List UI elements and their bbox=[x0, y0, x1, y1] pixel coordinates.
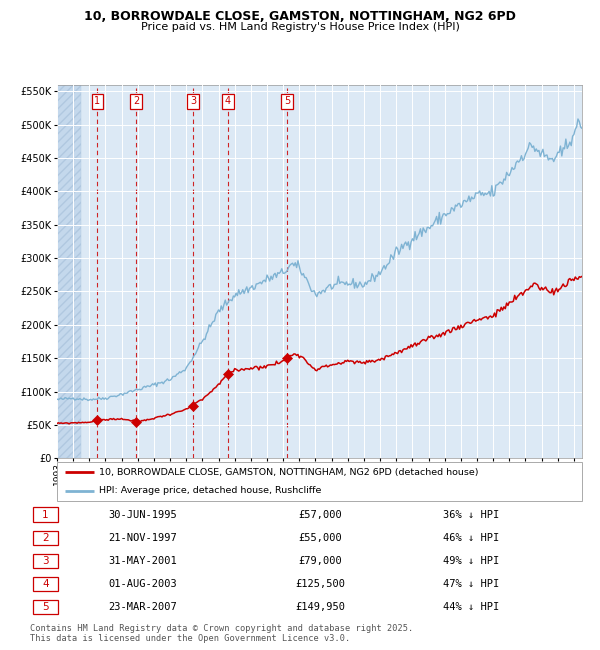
Text: 3: 3 bbox=[190, 96, 196, 107]
FancyBboxPatch shape bbox=[33, 530, 58, 545]
Text: 5: 5 bbox=[42, 603, 49, 612]
Text: 2: 2 bbox=[133, 96, 139, 107]
Text: 4: 4 bbox=[42, 579, 49, 589]
Text: 21-NOV-1997: 21-NOV-1997 bbox=[108, 533, 177, 543]
Text: Contains HM Land Registry data © Crown copyright and database right 2025.
This d: Contains HM Land Registry data © Crown c… bbox=[30, 624, 413, 644]
Text: 1: 1 bbox=[94, 96, 100, 107]
Text: 47% ↓ HPI: 47% ↓ HPI bbox=[443, 579, 499, 589]
Text: £57,000: £57,000 bbox=[298, 510, 342, 519]
Text: Price paid vs. HM Land Registry's House Price Index (HPI): Price paid vs. HM Land Registry's House … bbox=[140, 22, 460, 32]
FancyBboxPatch shape bbox=[33, 600, 58, 614]
Text: 31-MAY-2001: 31-MAY-2001 bbox=[108, 556, 177, 566]
FancyBboxPatch shape bbox=[57, 462, 582, 501]
Text: £55,000: £55,000 bbox=[298, 533, 342, 543]
FancyBboxPatch shape bbox=[33, 577, 58, 592]
Text: 30-JUN-1995: 30-JUN-1995 bbox=[108, 510, 177, 519]
Text: 4: 4 bbox=[225, 96, 231, 107]
Text: 49% ↓ HPI: 49% ↓ HPI bbox=[443, 556, 499, 566]
Text: 2: 2 bbox=[42, 533, 49, 543]
FancyBboxPatch shape bbox=[33, 554, 58, 568]
Text: 23-MAR-2007: 23-MAR-2007 bbox=[108, 603, 177, 612]
Text: 36% ↓ HPI: 36% ↓ HPI bbox=[443, 510, 499, 519]
Text: 44% ↓ HPI: 44% ↓ HPI bbox=[443, 603, 499, 612]
Text: 01-AUG-2003: 01-AUG-2003 bbox=[108, 579, 177, 589]
Text: 3: 3 bbox=[42, 556, 49, 566]
Text: 1: 1 bbox=[42, 510, 49, 519]
Text: 10, BORROWDALE CLOSE, GAMSTON, NOTTINGHAM, NG2 6PD (detached house): 10, BORROWDALE CLOSE, GAMSTON, NOTTINGHA… bbox=[99, 468, 479, 477]
Text: 10, BORROWDALE CLOSE, GAMSTON, NOTTINGHAM, NG2 6PD: 10, BORROWDALE CLOSE, GAMSTON, NOTTINGHA… bbox=[84, 10, 516, 23]
Text: £79,000: £79,000 bbox=[298, 556, 342, 566]
Text: £125,500: £125,500 bbox=[295, 579, 345, 589]
Text: £149,950: £149,950 bbox=[295, 603, 345, 612]
Bar bbox=[57, 84, 81, 458]
Text: 46% ↓ HPI: 46% ↓ HPI bbox=[443, 533, 499, 543]
FancyBboxPatch shape bbox=[33, 508, 58, 522]
Text: 5: 5 bbox=[284, 96, 290, 107]
Text: HPI: Average price, detached house, Rushcliffe: HPI: Average price, detached house, Rush… bbox=[99, 486, 322, 495]
